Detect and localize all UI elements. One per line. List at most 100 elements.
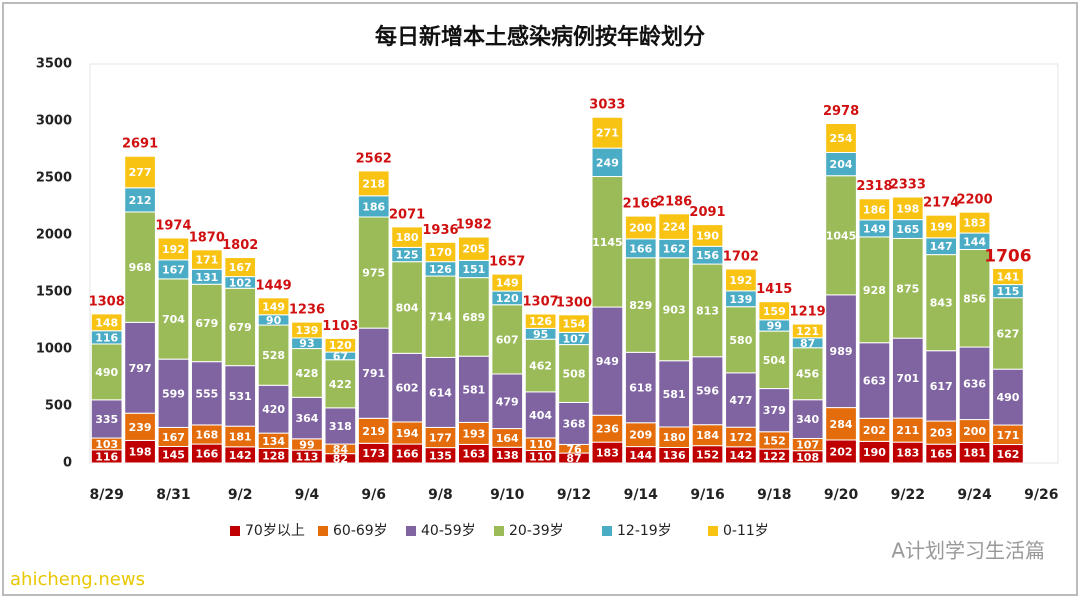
data-label: 148 (95, 316, 118, 329)
data-label: 107 (563, 332, 586, 345)
data-label: 184 (696, 429, 719, 442)
data-label: 87 (566, 452, 581, 465)
total-label: 1657 (489, 255, 525, 270)
total-label: 1706 (984, 247, 1031, 267)
data-label: 209 (629, 429, 652, 442)
data-label: 318 (329, 420, 352, 433)
data-label: 156 (696, 249, 719, 262)
data-label: 165 (930, 448, 953, 461)
legend-label: 60-69岁 (333, 523, 388, 539)
bar-segment (958, 211, 991, 234)
data-label: 218 (362, 177, 385, 190)
bar-segment (691, 224, 724, 247)
y-tick-label: 1500 (36, 285, 72, 300)
bar-segment (825, 123, 857, 153)
bar-segment (324, 337, 357, 353)
data-label: 181 (229, 430, 252, 443)
total-label: 1974 (155, 218, 191, 233)
data-label: 607 (496, 333, 519, 346)
data-label: 116 (95, 331, 118, 344)
bar-segment (758, 388, 791, 433)
data-label: 95 (533, 328, 548, 341)
bar-segment (124, 155, 156, 189)
x-tick-label: 9/4 (295, 487, 320, 503)
data-label: 198 (896, 202, 919, 215)
bar-segment (624, 215, 657, 240)
data-label: 116 (95, 450, 118, 463)
bar-segment (124, 211, 156, 323)
bar-segment (357, 216, 390, 329)
y-tick-label: 2000 (36, 228, 72, 243)
data-label: 167 (162, 431, 185, 444)
data-label: 90 (266, 314, 282, 327)
data-label: 186 (362, 200, 385, 213)
x-tick-label: 9/2 (228, 487, 253, 503)
bar-segment (558, 314, 590, 333)
watermark: A计划学习生活篇 (891, 539, 1045, 563)
data-label: 422 (329, 378, 352, 391)
bar-segment (891, 417, 924, 443)
data-label: 171 (996, 429, 1019, 442)
data-label: 166 (195, 448, 218, 461)
data-label: 829 (629, 299, 652, 312)
y-tick-label: 0 (63, 456, 72, 471)
data-label: 204 (830, 158, 853, 171)
bar-segment (257, 324, 290, 386)
data-label: 120 (329, 339, 352, 352)
legend-swatch (318, 526, 328, 536)
data-label: 368 (563, 417, 586, 430)
data-label: 679 (229, 321, 252, 334)
bar-segment (558, 401, 590, 445)
bar-segment (524, 313, 557, 329)
data-label: 580 (729, 334, 752, 347)
data-label: 949 (596, 355, 619, 368)
bar-segment (725, 268, 757, 292)
bar-segment (190, 283, 223, 363)
data-label: 271 (596, 127, 619, 140)
data-label: 149 (863, 222, 886, 235)
data-label: 183 (896, 447, 919, 460)
data-label: 581 (462, 383, 485, 396)
bar-segment (224, 287, 257, 367)
total-label: 2562 (356, 151, 392, 166)
bar-segment (391, 352, 423, 423)
data-label: 219 (362, 425, 385, 438)
total-label: 2091 (689, 205, 725, 220)
x-tick-label: 9/24 (957, 487, 992, 503)
bar-segment (591, 147, 624, 178)
data-label: 166 (396, 448, 419, 461)
data-label: 531 (229, 390, 252, 403)
data-label: 490 (95, 366, 118, 379)
data-label: 164 (496, 432, 519, 445)
total-label: 2333 (890, 178, 926, 193)
data-label: 183 (596, 447, 619, 460)
data-label: 126 (429, 263, 452, 276)
total-label: 2978 (823, 104, 859, 119)
data-label: 254 (830, 132, 853, 145)
data-label: 200 (629, 221, 652, 234)
data-label: 239 (129, 421, 152, 434)
bar-segment (124, 321, 156, 414)
data-label: 190 (696, 229, 719, 242)
data-label: 928 (863, 284, 886, 297)
bar-segment (624, 257, 657, 353)
bar-segment (858, 198, 891, 221)
total-label: 1870 (189, 230, 225, 245)
x-tick-label: 9/12 (557, 487, 591, 503)
bar-segment (90, 313, 123, 332)
bar-segment (291, 396, 323, 440)
data-label: 714 (429, 311, 452, 324)
bar-segment (992, 297, 1024, 370)
data-label: 120 (496, 292, 519, 305)
data-label: 142 (729, 449, 752, 462)
data-label: 843 (930, 297, 953, 310)
data-label: 122 (763, 450, 786, 463)
data-label: 193 (462, 427, 485, 440)
bar-segment (424, 356, 457, 428)
data-label: 627 (996, 327, 1019, 340)
data-label: 180 (396, 231, 419, 244)
data-label: 108 (796, 451, 819, 464)
data-label: 856 (963, 292, 986, 305)
data-label: 126 (529, 315, 552, 328)
data-label: 989 (830, 345, 853, 358)
